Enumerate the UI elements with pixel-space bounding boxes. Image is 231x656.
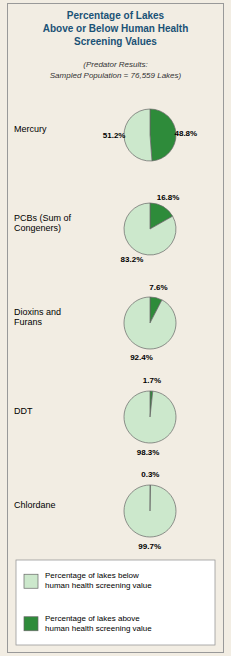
data-label: 98.3% [137,448,160,457]
category-label: PCBs (Sum ofCongeners) [14,213,72,234]
legend-box [16,560,215,645]
data-label: 1.7% [143,376,161,385]
data-label: 51.2% [103,131,126,140]
pie [124,297,176,349]
data-label: 48.8% [175,129,198,138]
data-label: 7.6% [149,283,167,292]
subtitle: (Predator Results:Sampled Population = 7… [50,60,182,80]
data-label: 83.2% [121,255,144,264]
pie-slice [150,109,176,161]
pie-slice [124,297,176,349]
title: Percentage of LakesAbove or Below Human … [43,10,189,47]
pie [124,391,176,443]
category-label: Dioxins andFurans [14,307,61,328]
pie [124,109,176,161]
legend: Percentage of lakes belowhuman health sc… [16,560,215,645]
category-label: Chlordane [14,500,56,510]
data-label: 16.8% [157,193,180,202]
data-label: 99.7% [138,542,161,551]
legend-label: Percentage of lakes belowhuman health sc… [45,571,152,590]
legend-label: Percentage of lakes abovehuman health sc… [45,614,152,633]
legend-swatch [24,617,38,631]
data-label: 92.4% [130,353,153,362]
pie-slice [124,485,176,537]
pie-slice [124,203,176,255]
border [8,4,224,653]
background [0,0,231,656]
pie [124,485,176,537]
pie-slice [124,391,176,443]
category-label: Mercury [14,124,47,134]
category-label: DDT [14,406,33,416]
pie [124,203,176,255]
chart: Percentage of LakesAbove or Below Human … [0,0,231,656]
data-label: 0.3% [141,470,159,479]
legend-swatch [24,574,38,588]
pie-slice [124,109,152,161]
